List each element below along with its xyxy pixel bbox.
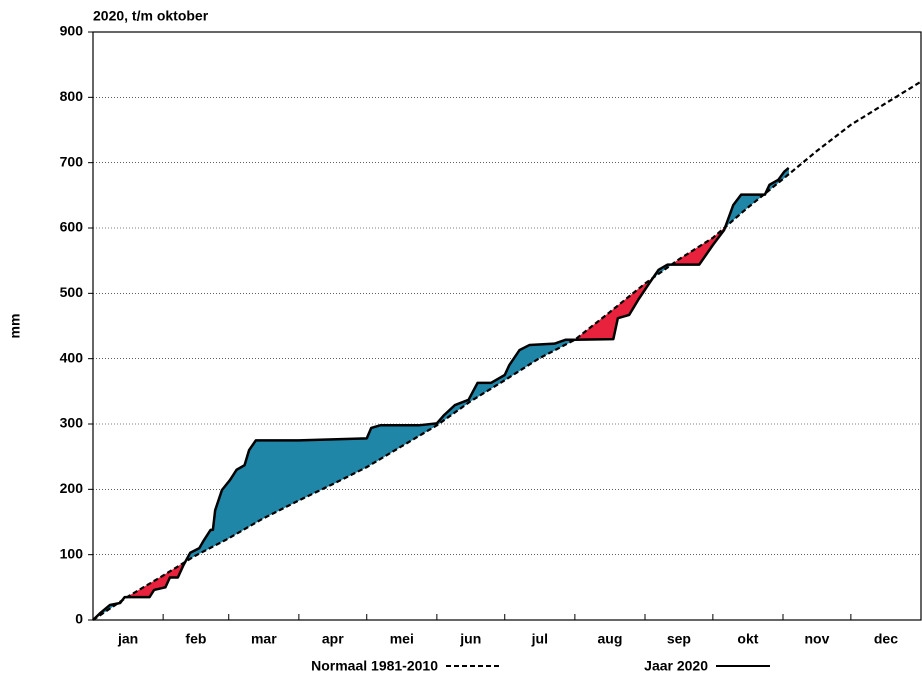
y-tick-label: 300 xyxy=(60,415,84,431)
y-tick-label: 900 xyxy=(60,23,84,39)
y-tick-label: 100 xyxy=(60,545,84,561)
series-line xyxy=(92,166,790,621)
x-tick-label: jul xyxy=(531,631,548,647)
plot-border xyxy=(92,31,922,621)
x-tick-label: jun xyxy=(459,631,481,647)
y-tick-label: 700 xyxy=(60,153,84,169)
x-tick-label: jan xyxy=(117,631,138,647)
chart-title: 2020, t/m oktober xyxy=(93,8,209,24)
x-tick-label: aug xyxy=(597,631,622,647)
x-tick-label: apr xyxy=(322,631,344,647)
x-tick-label: mar xyxy=(251,631,277,647)
x-tick-label: dec xyxy=(874,631,898,647)
x-tick-label: mei xyxy=(390,631,414,647)
y-tick-label: 600 xyxy=(60,219,84,235)
legend-label: Normaal 1981-2010 xyxy=(311,658,438,674)
y-tick-label: 800 xyxy=(60,88,84,104)
x-tick-label: sep xyxy=(667,631,691,647)
y-tick-label: 0 xyxy=(75,611,83,627)
y-tick-label: 200 xyxy=(60,480,84,496)
x-tick-label: feb xyxy=(185,631,206,647)
y-tick-label: 500 xyxy=(60,284,84,300)
y-tick-label: 400 xyxy=(60,349,84,365)
legend-label: Jaar 2020 xyxy=(644,658,708,674)
y-axis-label: mm xyxy=(7,314,23,339)
x-tick-label: nov xyxy=(804,631,829,647)
x-tick-label: okt xyxy=(737,631,758,647)
